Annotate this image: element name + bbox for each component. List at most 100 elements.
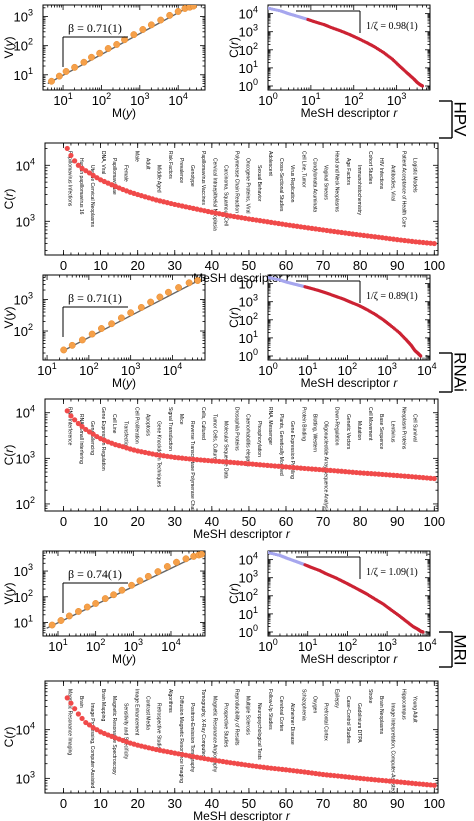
slope-annotation: 1/ζ = 0.89(1) — [366, 291, 418, 302]
data-point — [128, 581, 136, 589]
data-point — [147, 298, 155, 306]
term-label: Cell Line — [111, 414, 117, 434]
term-label: Plants, Genetically Modified — [278, 414, 284, 476]
x-tick-label: 0 — [60, 258, 67, 273]
x-tick-label: 100 — [423, 796, 445, 811]
x-tick-label: 40 — [205, 258, 219, 273]
term-label: Vaginal Smears — [323, 165, 329, 200]
data-point — [72, 417, 78, 423]
data-point — [79, 715, 85, 722]
x-tick-label: 102 — [79, 361, 98, 378]
data-point — [224, 459, 230, 465]
term-label: Risk Factors — [167, 151, 173, 179]
x-tick-label: 103 — [130, 91, 149, 108]
data-point — [316, 466, 322, 473]
x-tick-label: 10 — [93, 796, 107, 811]
x-tick-label: 102 — [86, 637, 105, 654]
chart-hpv-top: 0 10 20 30 40 50 60 70 80 90 100 103 104 MeSH descrip… — [2, 142, 445, 285]
data-point — [383, 472, 389, 478]
x-tick-label: 0 — [60, 796, 67, 811]
data-point — [242, 460, 248, 467]
term-label: Reproducibility of Results — [234, 689, 240, 746]
data-point — [205, 457, 211, 464]
data-point — [97, 325, 105, 332]
x-tick-label: 60 — [279, 258, 293, 273]
data-point — [130, 31, 138, 39]
term-label: Male — [133, 151, 139, 162]
data-point — [137, 303, 145, 311]
data-point — [174, 8, 182, 15]
data-point — [201, 457, 208, 463]
data-point — [92, 600, 100, 607]
term-label: Neoplasm Proteins — [400, 407, 406, 450]
data-point — [72, 706, 78, 712]
y-tick-label: 101 — [239, 329, 258, 346]
x-tick-label: 20 — [130, 514, 144, 529]
plot-frame — [42, 4, 206, 91]
y-tick-label: 102 — [239, 41, 258, 58]
data-point — [402, 473, 408, 479]
term-label: Polymerase Chain Reaction — [234, 151, 240, 213]
x-axis-label: MeSH descriptor r — [193, 527, 291, 541]
data-point — [117, 314, 125, 322]
term-label: Tumor Cells, Cultured — [211, 414, 217, 463]
data-point — [113, 41, 121, 48]
x-tick-label: 90 — [390, 796, 404, 811]
term-label: Sexual Behavior — [256, 165, 262, 202]
data-point — [398, 473, 404, 479]
term-label: RNA, Small Interfering — [78, 414, 84, 464]
term-label: Oxygen — [311, 696, 317, 713]
data-point — [157, 16, 165, 24]
x-tick-label: 103 — [124, 637, 143, 654]
y-tick-label: 103 — [16, 449, 35, 466]
term-label: Virus Replication — [289, 165, 295, 203]
data-point — [101, 595, 109, 603]
term-label: Molecular Sequence Data — [222, 421, 228, 479]
data-point — [320, 467, 326, 473]
data-point — [110, 591, 118, 599]
term-label: Middle Aged — [156, 165, 162, 193]
data-point — [189, 5, 197, 10]
data-point — [431, 475, 437, 482]
term-label: Reverse Transcriptase Polymerase Chain R… — [189, 421, 195, 535]
term-label: Antibodies, Viral — [389, 165, 395, 201]
data-point — [175, 284, 183, 291]
term-label: Gene Expression Profiling — [289, 421, 295, 479]
term-label: Retrospective Studies — [156, 703, 162, 752]
term-label: Magnetic Resonance Angiography — [211, 696, 217, 773]
x-tick-label: 80 — [353, 514, 367, 529]
x-tick-label: 60 — [279, 796, 293, 811]
data-point — [79, 423, 85, 430]
data-point — [79, 165, 85, 171]
data-point — [309, 466, 315, 472]
x-tick-label: 50 — [242, 796, 256, 811]
x-tick-label: 102 — [344, 91, 363, 108]
data-layer — [47, 5, 197, 85]
slope-annotation: β = 0.71(1) — [68, 21, 122, 35]
x-tick-label: 104 — [161, 637, 180, 654]
x-tick-label: 40 — [205, 796, 219, 811]
term-label: Cell Proliferation — [133, 407, 139, 444]
data-point — [342, 469, 348, 475]
data-point — [75, 162, 81, 168]
data-point — [68, 700, 74, 706]
term-label: Phosphorylation — [256, 421, 262, 457]
x-tick-label: 101 — [298, 637, 317, 654]
data-point — [212, 458, 219, 464]
data-layer — [268, 551, 425, 634]
y-axis-label: C(r) — [227, 583, 241, 604]
y-tick-label: 104 — [16, 156, 35, 173]
data-point — [275, 463, 282, 469]
data-point — [387, 472, 393, 478]
data-point — [327, 467, 334, 474]
data-point — [409, 474, 415, 480]
data-point — [287, 464, 293, 470]
term-label: Brain Mapping — [100, 689, 106, 721]
term-label: Gadolinium DTPA — [356, 703, 362, 743]
data-layer — [60, 277, 202, 354]
data-point — [86, 722, 93, 728]
term-label: Caenorhabditis elegans — [245, 414, 251, 467]
